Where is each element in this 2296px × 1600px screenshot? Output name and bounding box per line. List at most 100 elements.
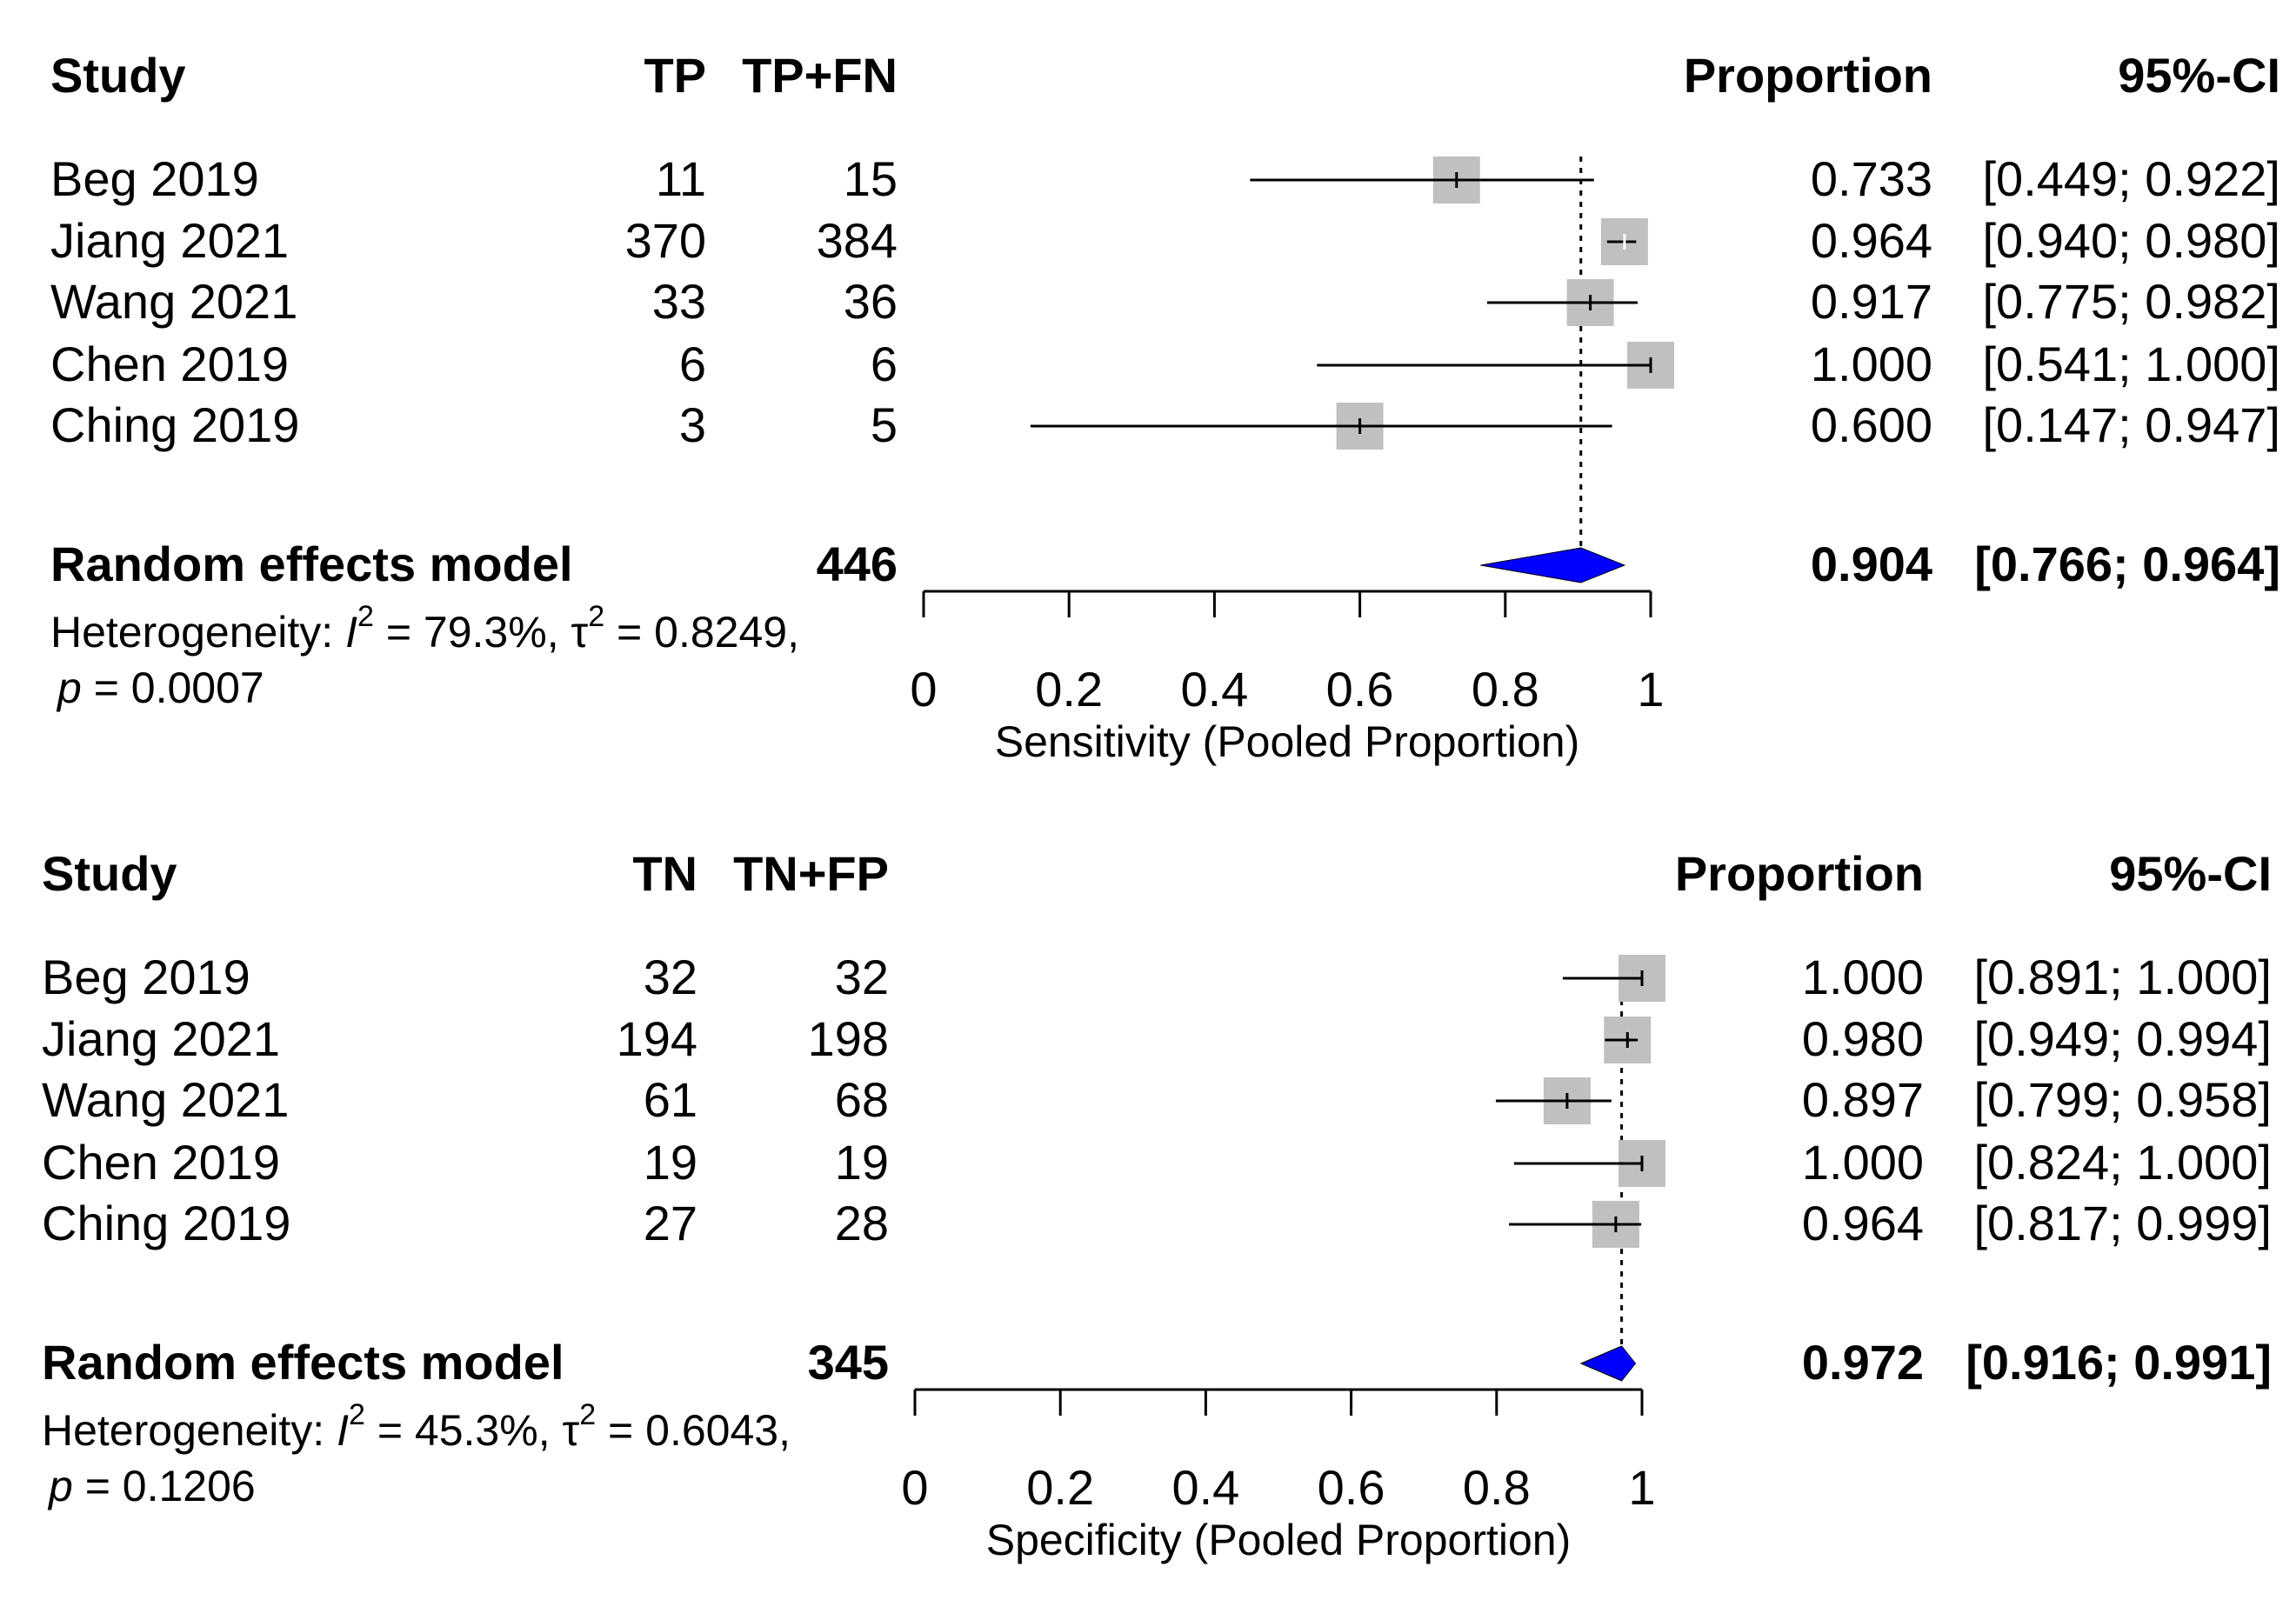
study-name: Beg 2019 bbox=[50, 151, 259, 206]
header-total: TN+FP bbox=[733, 846, 889, 901]
heterogeneity-comma: , bbox=[778, 1406, 791, 1455]
header-ci: 95%-CI bbox=[2118, 48, 2280, 103]
pooled-total: 345 bbox=[808, 1335, 889, 1390]
tau2-equals: = bbox=[604, 608, 654, 657]
study-ci: [0.449; 0.922] bbox=[1982, 151, 2280, 206]
tau2-exponent: 2 bbox=[579, 1398, 596, 1431]
i2-equals: = bbox=[365, 1406, 415, 1455]
i2-value: 79.3% bbox=[424, 608, 547, 657]
study-events: 61 bbox=[644, 1072, 697, 1127]
study-ci: [0.541; 1.000] bbox=[1982, 337, 2280, 391]
study-name: Ching 2019 bbox=[50, 397, 299, 452]
study-total: 32 bbox=[835, 950, 889, 1004]
study-events: 370 bbox=[625, 213, 706, 268]
header-proportion: Proportion bbox=[1684, 48, 1932, 103]
study-events: 27 bbox=[644, 1196, 697, 1250]
study-ci: [0.891; 1.000] bbox=[1973, 950, 2272, 1004]
pooled-label: Random effects model bbox=[50, 537, 573, 591]
header-events: TP bbox=[644, 48, 706, 103]
forest-panel-2: Study TN TN+FP Proportion 95%-CI Beg 2019 32 32… bbox=[42, 846, 2272, 1564]
study-total: 68 bbox=[835, 1072, 889, 1127]
pooled-ci: [0.916; 0.991] bbox=[1966, 1335, 2272, 1390]
x-tick-label: 0.8 bbox=[1472, 662, 1539, 717]
study-events: 33 bbox=[652, 274, 706, 329]
tau2-symbol: , τ bbox=[538, 1406, 580, 1455]
header-study: Study bbox=[50, 48, 186, 103]
heterogeneity-comma: , bbox=[787, 608, 799, 657]
heterogeneity-prefix: Heterogeneity: bbox=[42, 1406, 337, 1455]
x-axis-label: Specificity (Pooled Proportion) bbox=[986, 1516, 1572, 1564]
pooled-total: 446 bbox=[817, 537, 898, 591]
i2-value: 45.3% bbox=[415, 1406, 538, 1455]
i2-symbol: I bbox=[337, 1406, 349, 1455]
pooled-label: Random effects model bbox=[42, 1335, 564, 1390]
p-value: 0.0007 bbox=[131, 663, 264, 712]
x-tick-label: 0.6 bbox=[1326, 662, 1394, 717]
study-events: 3 bbox=[679, 397, 706, 452]
x-tick-label: 0.4 bbox=[1171, 1460, 1239, 1515]
heterogeneity-p-text: p = 0.1206 bbox=[47, 1462, 256, 1510]
heterogeneity-text: Heterogeneity: I2 = 45.3%, τ2 = 0.6043, bbox=[42, 1398, 791, 1455]
x-tick-label: 0.2 bbox=[1035, 662, 1103, 717]
study-proportion: 1.000 bbox=[1802, 1135, 1924, 1190]
study-total: 15 bbox=[844, 151, 898, 206]
header-ci: 95%-CI bbox=[2109, 846, 2272, 901]
p-symbol: p bbox=[56, 663, 82, 712]
p-symbol: p bbox=[47, 1462, 73, 1510]
study-events: 6 bbox=[679, 337, 706, 391]
study-ci: [0.799; 0.958] bbox=[1973, 1072, 2272, 1127]
study-proportion: 1.000 bbox=[1811, 337, 1932, 391]
study-ci: [0.147; 0.947] bbox=[1982, 397, 2280, 452]
study-proportion: 0.897 bbox=[1802, 1072, 1924, 1127]
study-ci: [0.817; 0.999] bbox=[1973, 1196, 2272, 1250]
study-name: Jiang 2021 bbox=[50, 213, 289, 268]
study-proportion: 0.964 bbox=[1811, 213, 1932, 268]
study-total: 6 bbox=[871, 337, 898, 391]
study-total: 5 bbox=[871, 397, 898, 452]
study-proportion: 1.000 bbox=[1802, 950, 1924, 1004]
x-tick-label: 0 bbox=[910, 662, 937, 717]
study-events: 194 bbox=[617, 1011, 697, 1066]
x-axis-label: Sensitivity (Pooled Proportion) bbox=[995, 717, 1580, 766]
header-events: TN bbox=[632, 846, 697, 901]
tau2-exponent: 2 bbox=[588, 600, 604, 633]
study-total: 19 bbox=[835, 1135, 889, 1190]
heterogeneity-text: Heterogeneity: I2 = 79.3%, τ2 = 0.8249, bbox=[50, 600, 799, 657]
pooled-proportion: 0.904 bbox=[1811, 537, 1932, 591]
header-study: Study bbox=[42, 846, 177, 901]
heterogeneity-p-text: p = 0.0007 bbox=[56, 663, 264, 712]
i2-equals: = bbox=[374, 608, 424, 657]
study-proportion: 0.733 bbox=[1811, 151, 1932, 206]
study-events: 19 bbox=[644, 1135, 697, 1190]
tau2-equals: = bbox=[596, 1406, 645, 1455]
study-proportion: 0.917 bbox=[1811, 274, 1932, 329]
study-name: Wang 2021 bbox=[42, 1072, 289, 1127]
study-ci: [0.775; 0.982] bbox=[1982, 274, 2280, 329]
study-name: Jiang 2021 bbox=[42, 1011, 280, 1066]
study-name: Ching 2019 bbox=[42, 1196, 290, 1250]
study-total: 384 bbox=[817, 213, 898, 268]
study-proportion: 0.964 bbox=[1802, 1196, 1924, 1250]
i2-exponent: 2 bbox=[357, 600, 374, 633]
x-tick-label: 0.4 bbox=[1180, 662, 1248, 717]
study-proportion: 0.980 bbox=[1802, 1011, 1924, 1066]
tau2-value: 0.6043 bbox=[645, 1406, 778, 1455]
p-equals: = bbox=[82, 663, 131, 712]
study-total: 28 bbox=[835, 1196, 889, 1250]
x-tick-label: 1 bbox=[1628, 1460, 1655, 1515]
study-events: 32 bbox=[644, 950, 697, 1004]
p-value: 0.1206 bbox=[123, 1462, 256, 1510]
study-ci: [0.824; 1.000] bbox=[1973, 1135, 2272, 1190]
x-tick-label: 0.8 bbox=[1463, 1460, 1531, 1515]
study-total: 36 bbox=[844, 274, 898, 329]
header-proportion: Proportion bbox=[1675, 846, 1924, 901]
study-ci: [0.949; 0.994] bbox=[1973, 1011, 2272, 1066]
heterogeneity-prefix: Heterogeneity: bbox=[50, 608, 345, 657]
study-proportion: 0.600 bbox=[1811, 397, 1932, 452]
header-total: TP+FN bbox=[742, 48, 898, 103]
tau2-symbol: , τ bbox=[547, 608, 589, 657]
pooled-ci: [0.766; 0.964] bbox=[1974, 537, 2280, 591]
study-name: Wang 2021 bbox=[50, 274, 297, 329]
x-tick-label: 1 bbox=[1637, 662, 1664, 717]
